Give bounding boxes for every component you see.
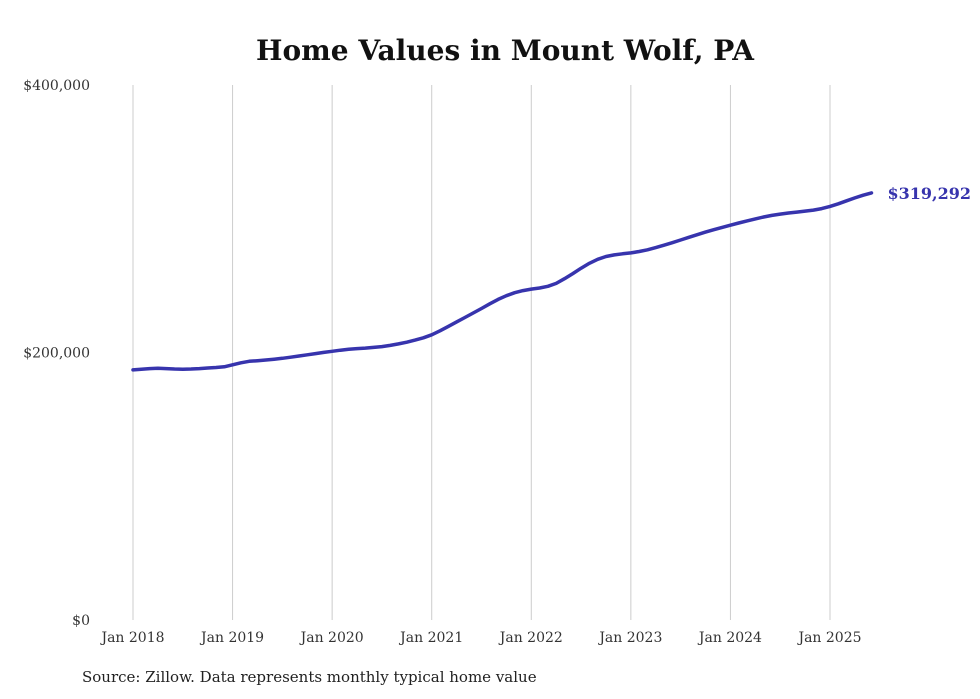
gridlines [132,85,831,620]
x-tick-label: Jan 2021 [398,630,463,646]
x-tick-label: Jan 2022 [498,630,563,646]
y-tick-label: $0 [72,613,90,629]
x-tick-label: Jan 2023 [597,630,662,646]
y-tick-label: $400,000 [23,78,90,94]
x-tick-label: Jan 2025 [796,630,861,646]
x-tick-label: Jan 2024 [697,630,762,646]
y-tick-label: $200,000 [23,346,90,362]
data-series: $319,292 [131,184,971,372]
x-tick-label: Jan 2019 [199,630,264,646]
source-note: Source: Zillow. Data represents monthly … [82,668,537,686]
home-value-line [131,191,874,372]
x-tick-label: Jan 2020 [299,630,364,646]
axis-labels: Jan 2018 Jan 2019 Jan 2020 Jan 2021 Jan 2022… [23,78,861,646]
chart-title: Home Values in Mount Wolf, PA [256,34,755,67]
x-tick-label: Jan 2018 [99,630,164,646]
latest-value-label: $319,292 [887,184,971,203]
